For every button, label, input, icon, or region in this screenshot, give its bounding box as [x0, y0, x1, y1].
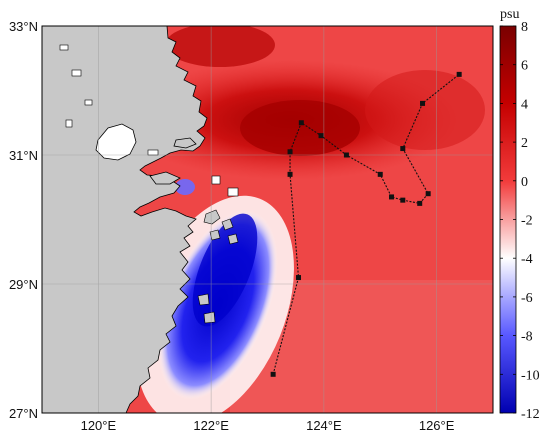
colorbar-tick-label: -2: [521, 214, 533, 229]
colorbar-ticks: 8 6 4 2 0 -2 -4 -6 -8 -10 -12: [500, 20, 540, 422]
colorbar-tick-label: 6: [521, 59, 528, 74]
latitude-tick-label: 29°N: [9, 277, 38, 292]
map-panel: [42, 26, 493, 413]
track-station-marker: [287, 171, 293, 177]
longitude-tick-label: 126°E: [419, 418, 455, 433]
track-station-marker: [417, 200, 423, 206]
colorbar: psu 8 6 4 2 0 -2 -4 -6 -8 -10 -12: [499, 7, 540, 422]
track-station-marker: [420, 100, 426, 106]
track-station-marker: [296, 275, 302, 281]
longitude-tick-label: 122°E: [193, 418, 229, 433]
track-station-marker: [287, 149, 293, 155]
high-salinity-east: [365, 70, 485, 150]
colorbar-tick-label: -12: [521, 407, 540, 422]
estuary-fresh-spot: [175, 179, 195, 195]
colorbar-tick-label: 4: [521, 97, 528, 112]
longitude-labels: 120°E 122°E 124°E 126°E: [81, 418, 455, 433]
colorbar-unit: psu: [500, 7, 519, 22]
lake-taihu: [95, 123, 137, 161]
high-salinity-north: [165, 26, 275, 67]
colorbar-tick-label: 0: [521, 175, 528, 190]
lake-islands: [59, 44, 239, 197]
longitude-tick-label: 120°E: [81, 418, 117, 433]
graticule: [42, 26, 493, 413]
track-station-marker: [425, 191, 431, 197]
colorbar-tick-label: -4: [521, 252, 533, 267]
track-station-marker: [456, 71, 462, 77]
colorbar-tick-label: -10: [521, 368, 540, 383]
track-station-marker: [298, 120, 304, 126]
zhoushan-islands: [197, 209, 239, 324]
chongming-island: [173, 137, 197, 149]
map-frame: [41, 25, 494, 414]
observation-track: [270, 71, 462, 377]
low-salinity-core: [192, 213, 258, 327]
track-station-marker: [389, 194, 395, 200]
colorbar-tick-label: -6: [521, 291, 533, 306]
latitude-tick-label: 31°N: [9, 148, 38, 163]
track-station-marker: [318, 133, 324, 139]
longitude-tick-label: 124°E: [306, 418, 342, 433]
track-station-marker: [377, 171, 383, 177]
colorbar-tick-label: -8: [521, 330, 533, 345]
land-mainland: [42, 26, 208, 413]
latitude-labels: 33°N 31°N 29°N 27°N: [9, 19, 38, 421]
latitude-tick-label: 33°N: [9, 19, 38, 34]
colorbar-tick-label: 8: [521, 20, 528, 35]
latitude-tick-label: 27°N: [9, 406, 38, 421]
yangtze-estuary-land: [149, 171, 181, 185]
track-station-marker: [270, 371, 276, 377]
track-station-marker: [343, 152, 349, 158]
track-station-marker: [400, 197, 406, 203]
track-station-marker: [400, 146, 406, 152]
colorbar-tick-label: 2: [521, 136, 528, 151]
high-salinity-core: [240, 100, 360, 156]
